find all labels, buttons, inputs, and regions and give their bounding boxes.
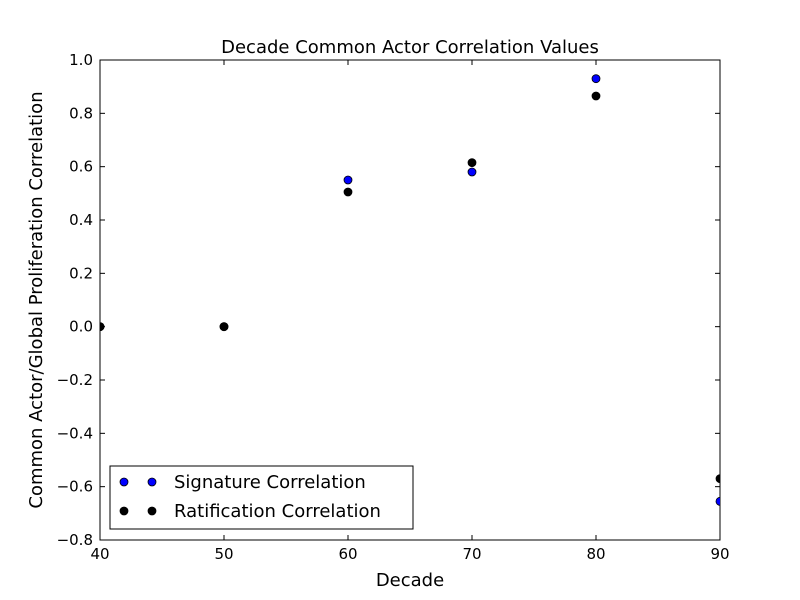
x-tick-label: 50 bbox=[214, 545, 233, 563]
x-axis-ticks: 40 50 60 70 80 90 bbox=[90, 60, 730, 563]
signature-point bbox=[467, 167, 477, 177]
y-tick-label: 1.0 bbox=[69, 51, 93, 69]
x-tick-label: 70 bbox=[462, 545, 481, 563]
ratification-point bbox=[219, 322, 229, 332]
y-tick-label: −0.6 bbox=[57, 478, 93, 496]
ratification-point bbox=[715, 474, 720, 484]
signature-point bbox=[591, 74, 601, 84]
x-axis-title: Decade bbox=[376, 570, 444, 591]
legend-marker bbox=[147, 506, 157, 516]
y-tick-label: −0.4 bbox=[57, 424, 93, 442]
y-tick-label: 0.0 bbox=[69, 318, 93, 336]
legend-label: Ratification Correlation bbox=[174, 501, 381, 522]
legend-label: Signature Correlation bbox=[174, 472, 366, 493]
y-tick-label: 0.2 bbox=[69, 264, 93, 282]
signature-point bbox=[715, 496, 720, 506]
y-axis-title: Common Actor/Global Proliferation Correl… bbox=[26, 91, 47, 508]
plot-area bbox=[99, 59, 721, 541]
ratification-point bbox=[100, 322, 105, 332]
signature-point bbox=[343, 175, 353, 185]
ratification-point bbox=[343, 187, 353, 197]
x-tick-label: 40 bbox=[90, 545, 109, 563]
chart-title: Decade Common Actor Correlation Values bbox=[221, 37, 599, 58]
y-axis-ticks: −0.8 −0.6 −0.4 −0.2 0.0 0.2 0.4 0.6 0.8 1.0 bbox=[57, 51, 720, 549]
y-tick-label: −0.8 bbox=[57, 531, 93, 549]
x-tick-label: 90 bbox=[710, 545, 729, 563]
y-tick-label: −0.2 bbox=[57, 371, 93, 389]
data-points bbox=[100, 74, 720, 506]
legend-marker bbox=[119, 477, 129, 487]
legend-box bbox=[109, 465, 414, 530]
ratification-point bbox=[591, 91, 601, 101]
legend: Signature Correlation Ratification Correl… bbox=[109, 465, 414, 530]
legend-marker bbox=[147, 477, 157, 487]
y-tick-label: 0.6 bbox=[69, 158, 93, 176]
ratification-point bbox=[467, 158, 477, 168]
plot-frame bbox=[99, 59, 721, 541]
legend-marker bbox=[119, 506, 129, 516]
y-tick-label: 0.8 bbox=[69, 104, 93, 122]
x-tick-label: 60 bbox=[338, 545, 357, 563]
x-tick-label: 80 bbox=[586, 545, 605, 563]
y-tick-label: 0.4 bbox=[69, 211, 93, 229]
